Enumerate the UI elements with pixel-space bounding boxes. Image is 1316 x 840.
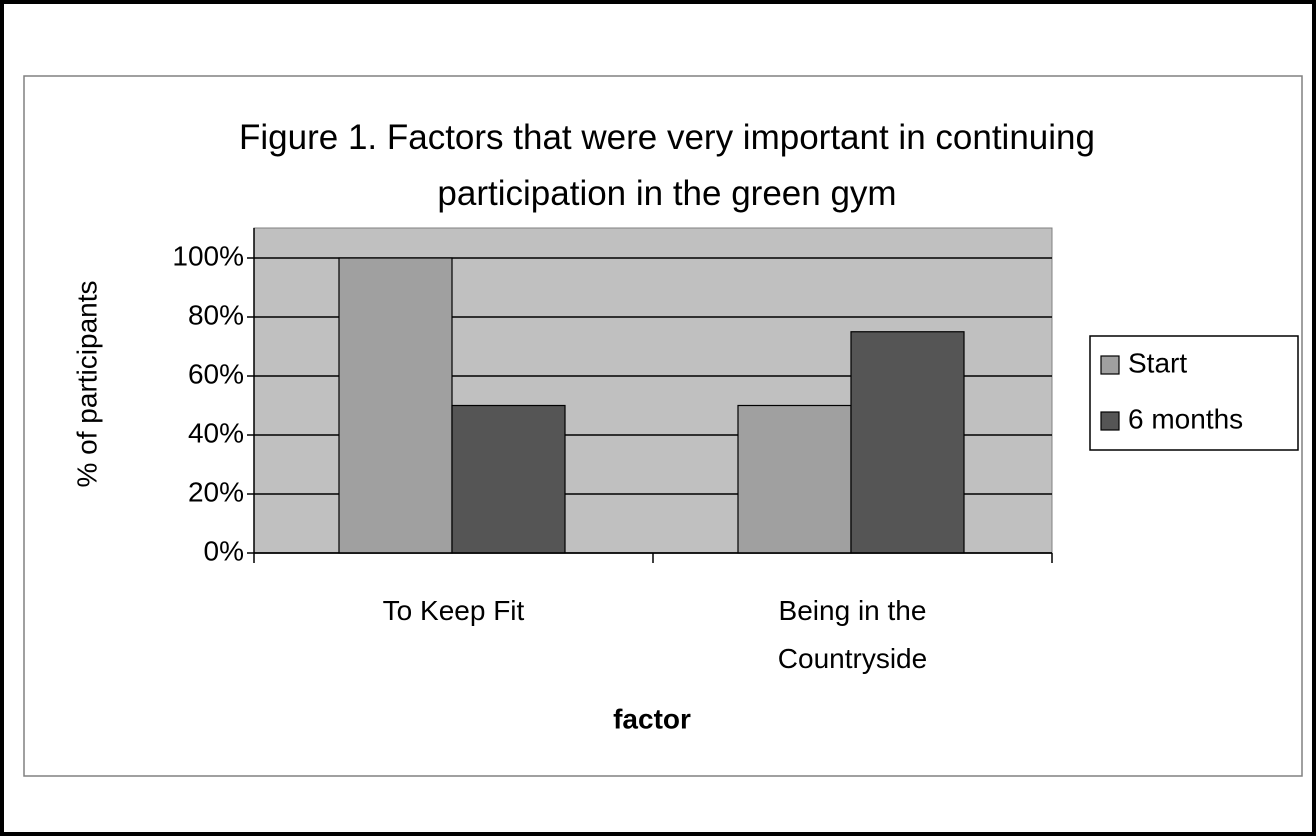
y-axis-title: % of participants [71,281,102,488]
chart: factor % of participants 0% 20% 40% 60% 80% 1… [23,75,1303,777]
legend-label: 6 months [1128,403,1243,434]
bar [737,404,852,554]
bar [850,331,965,554]
legend-swatch [1100,355,1120,375]
legend [1089,335,1299,451]
y-tick-label: 60% [188,358,244,389]
y-tick-label: 0% [204,535,244,566]
x-axis-title: factor [613,703,691,734]
legend-swatch [1100,411,1120,431]
legend-label: Start [1128,347,1187,378]
x-tick-label: To Keep Fit [382,595,525,626]
bar [338,257,453,554]
x-tick-label: Being in the Countryside [777,595,928,674]
y-tick-label: 80% [188,299,244,330]
y-tick-label: 100% [172,240,244,271]
y-tick-label: 20% [188,476,244,507]
chart-title: Figure 1. Factors that were very importa… [239,118,1095,213]
y-tick-label: 40% [188,417,244,448]
bar [451,404,566,554]
